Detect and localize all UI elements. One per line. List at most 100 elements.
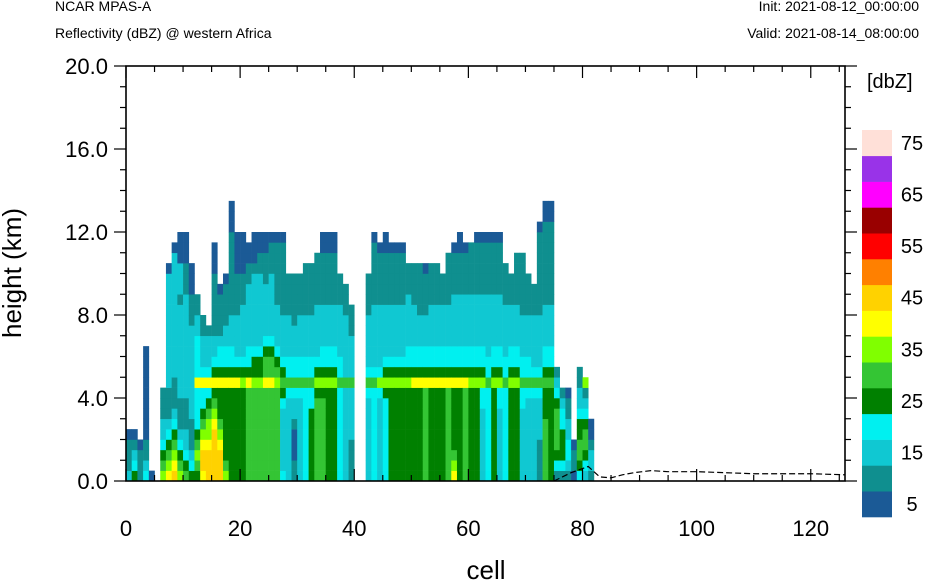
- heatmap-cell: [297, 315, 304, 326]
- heatmap-cell: [337, 460, 344, 471]
- heatmap-cell: [422, 346, 429, 357]
- heatmap-cell: [240, 346, 247, 357]
- heatmap-cell: [382, 232, 389, 243]
- heatmap-cell: [394, 460, 401, 471]
- heatmap-cell: [320, 263, 327, 274]
- heatmap-cell: [320, 387, 327, 399]
- y-axis-tick-labels: 0.04.08.012.016.020.0: [65, 54, 108, 494]
- heatmap-cell: [474, 377, 481, 388]
- heatmap-cell: [417, 356, 424, 368]
- heatmap-cell: [240, 315, 247, 326]
- heatmap-cell: [257, 418, 264, 430]
- heatmap-cell: [262, 252, 269, 264]
- heatmap-cell: [382, 449, 389, 461]
- heatmap-cell: [274, 304, 281, 316]
- heatmap-cell: [234, 398, 241, 409]
- heatmap-cell: [468, 408, 475, 420]
- heatmap-cell: [228, 263, 235, 274]
- heatmap-cell: [582, 398, 589, 409]
- heatmap-cell: [456, 335, 463, 347]
- heatmap-cell: [542, 221, 549, 233]
- heatmap-cell: [394, 470, 401, 482]
- heatmap-cell: [223, 315, 230, 326]
- heatmap-cell: [417, 304, 424, 316]
- heatmap-cell: [588, 418, 595, 430]
- heatmap-cell: [257, 304, 264, 316]
- heatmap-cell: [388, 398, 395, 409]
- heatmap-cell: [399, 294, 406, 305]
- x-tick-label: 80: [570, 516, 594, 541]
- heatmap-cell: [325, 325, 332, 337]
- heatmap-cell: [502, 398, 509, 409]
- heatmap-cell: [308, 387, 315, 399]
- heatmap-cell: [314, 449, 321, 461]
- heatmap-cell: [205, 377, 212, 388]
- heatmap-cell: [422, 387, 429, 399]
- heatmap-cell: [468, 283, 475, 295]
- heatmap-cell: [274, 398, 281, 409]
- heatmap-cell: [280, 377, 287, 388]
- heatmap-cell: [474, 315, 481, 326]
- heatmap-cell: [320, 366, 327, 378]
- heatmap-cell: [234, 325, 241, 337]
- heatmap-cell: [331, 429, 338, 440]
- heatmap-cell: [314, 315, 321, 326]
- heatmap-cell: [314, 366, 321, 378]
- heatmap-cell: [496, 398, 503, 409]
- heatmap-cell: [417, 429, 424, 440]
- heatmap-cell: [508, 346, 515, 357]
- heatmap-cell: [434, 398, 441, 409]
- heatmap-cell: [165, 418, 172, 430]
- heatmap-cell: [434, 356, 441, 368]
- heatmap-cell: [382, 439, 389, 451]
- heatmap-cell: [399, 356, 406, 368]
- heatmap-cell: [508, 335, 515, 347]
- heatmap-cell: [377, 418, 384, 430]
- heatmap-cell: [342, 315, 349, 326]
- heatmap-cell: [411, 335, 418, 347]
- heatmap-cell: [542, 263, 549, 274]
- heatmap-cell: [268, 294, 275, 305]
- heatmap-cell: [211, 304, 218, 316]
- heatmap-cell: [143, 387, 150, 399]
- heatmap-cell: [411, 470, 418, 482]
- heatmap-cell: [428, 439, 435, 451]
- heatmap-cell: [525, 356, 532, 368]
- heatmap-cell: [479, 356, 486, 368]
- heatmap-cell: [445, 470, 452, 482]
- heatmap-cell: [377, 449, 384, 461]
- heatmap-cell: [285, 304, 292, 316]
- heatmap-cell: [536, 263, 543, 274]
- heatmap-cell: [268, 418, 275, 430]
- heatmap-cell: [531, 335, 538, 347]
- heatmap-cell: [177, 418, 184, 430]
- heatmap-cell: [491, 439, 498, 451]
- heatmap-cell: [377, 460, 384, 471]
- heatmap-cell: [491, 294, 498, 305]
- heatmap-cell: [548, 273, 555, 285]
- heatmap-cell: [491, 325, 498, 337]
- heatmap-cell: [411, 418, 418, 430]
- heatmap-cell: [188, 408, 195, 420]
- heatmap-cell: [496, 408, 503, 420]
- heatmap-cell: [325, 377, 332, 388]
- heatmap-cell: [257, 315, 264, 326]
- heatmap-cell: [451, 263, 458, 274]
- heatmap-cell: [388, 356, 395, 368]
- heatmap-cell: [171, 470, 178, 482]
- heatmap-cell: [331, 263, 338, 274]
- heatmap-cell: [211, 408, 218, 420]
- heatmap-cell: [565, 460, 572, 471]
- heatmap-cell: [479, 460, 486, 471]
- heatmap-cell: [223, 304, 230, 316]
- heatmap-cell: [262, 439, 269, 451]
- heatmap-cell: [428, 283, 435, 295]
- heatmap-cell: [337, 283, 344, 295]
- heatmap-cell: [502, 315, 509, 326]
- heatmap-cell: [297, 429, 304, 440]
- heatmap-cell: [439, 315, 446, 326]
- model-name: NCAR MPAS-A: [55, 0, 152, 14]
- heatmap-cell: [422, 325, 429, 337]
- heatmap-cell: [394, 304, 401, 316]
- heatmap-cell: [531, 439, 538, 451]
